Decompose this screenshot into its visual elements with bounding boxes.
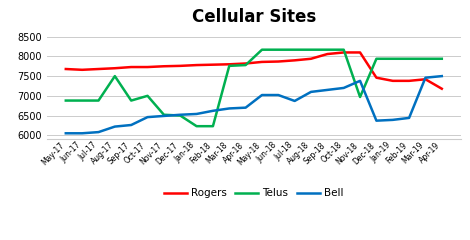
Rogers <box>357 51 363 54</box>
Rogers <box>210 63 216 66</box>
Telus <box>390 57 396 60</box>
Telus <box>292 48 298 51</box>
Rogers <box>374 76 379 79</box>
Telus <box>177 114 183 117</box>
Bell <box>194 113 199 115</box>
Bell <box>210 109 216 112</box>
Bell <box>177 113 183 116</box>
Bell <box>423 76 428 79</box>
Bell <box>308 90 314 93</box>
Rogers <box>79 68 85 71</box>
Rogers <box>243 62 249 65</box>
Bell <box>275 94 281 96</box>
Rogers <box>161 65 167 68</box>
Rogers <box>275 60 281 63</box>
Telus <box>423 57 428 60</box>
Bell <box>227 107 232 110</box>
Rogers <box>325 53 330 55</box>
Telus <box>63 99 69 102</box>
Bell <box>374 119 379 122</box>
Bell <box>259 94 265 96</box>
Title: Cellular Sites: Cellular Sites <box>192 8 316 26</box>
Rogers <box>145 66 150 68</box>
Rogers <box>439 87 445 90</box>
Rogers <box>390 79 396 82</box>
Bell <box>128 124 134 126</box>
Telus <box>243 64 249 66</box>
Bell <box>357 79 363 82</box>
Rogers <box>63 68 69 71</box>
Bell <box>390 119 396 121</box>
Bell <box>145 116 150 119</box>
Telus <box>161 113 167 116</box>
Rogers <box>259 60 265 63</box>
Telus <box>308 48 314 51</box>
Telus <box>96 99 102 102</box>
Telus <box>210 125 216 128</box>
Rogers <box>194 64 199 66</box>
Rogers <box>128 66 134 68</box>
Telus <box>325 48 330 51</box>
Telus <box>341 48 346 51</box>
Line: Telus: Telus <box>66 50 442 126</box>
Bell <box>96 131 102 133</box>
Telus <box>374 57 379 60</box>
Bell <box>406 116 412 119</box>
Telus <box>145 94 150 97</box>
Bell <box>292 100 298 102</box>
Rogers <box>406 79 412 82</box>
Rogers <box>227 63 232 66</box>
Telus <box>128 99 134 102</box>
Rogers <box>308 57 314 60</box>
Telus <box>259 48 265 51</box>
Telus <box>406 57 412 60</box>
Bell <box>79 132 85 135</box>
Rogers <box>341 51 346 54</box>
Telus <box>275 48 281 51</box>
Bell <box>243 106 249 109</box>
Bell <box>112 125 118 128</box>
Line: Rogers: Rogers <box>66 53 442 89</box>
Rogers <box>423 78 428 81</box>
Legend: Rogers, Telus, Bell: Rogers, Telus, Bell <box>160 184 348 202</box>
Bell <box>325 89 330 91</box>
Line: Bell: Bell <box>66 76 442 133</box>
Rogers <box>112 67 118 70</box>
Bell <box>341 86 346 89</box>
Rogers <box>292 59 298 62</box>
Telus <box>227 64 232 67</box>
Telus <box>194 125 199 128</box>
Telus <box>79 99 85 102</box>
Rogers <box>96 68 102 71</box>
Bell <box>63 132 69 135</box>
Telus <box>357 96 363 98</box>
Bell <box>439 75 445 78</box>
Telus <box>439 57 445 60</box>
Bell <box>161 114 167 117</box>
Rogers <box>177 64 183 67</box>
Telus <box>112 75 118 78</box>
